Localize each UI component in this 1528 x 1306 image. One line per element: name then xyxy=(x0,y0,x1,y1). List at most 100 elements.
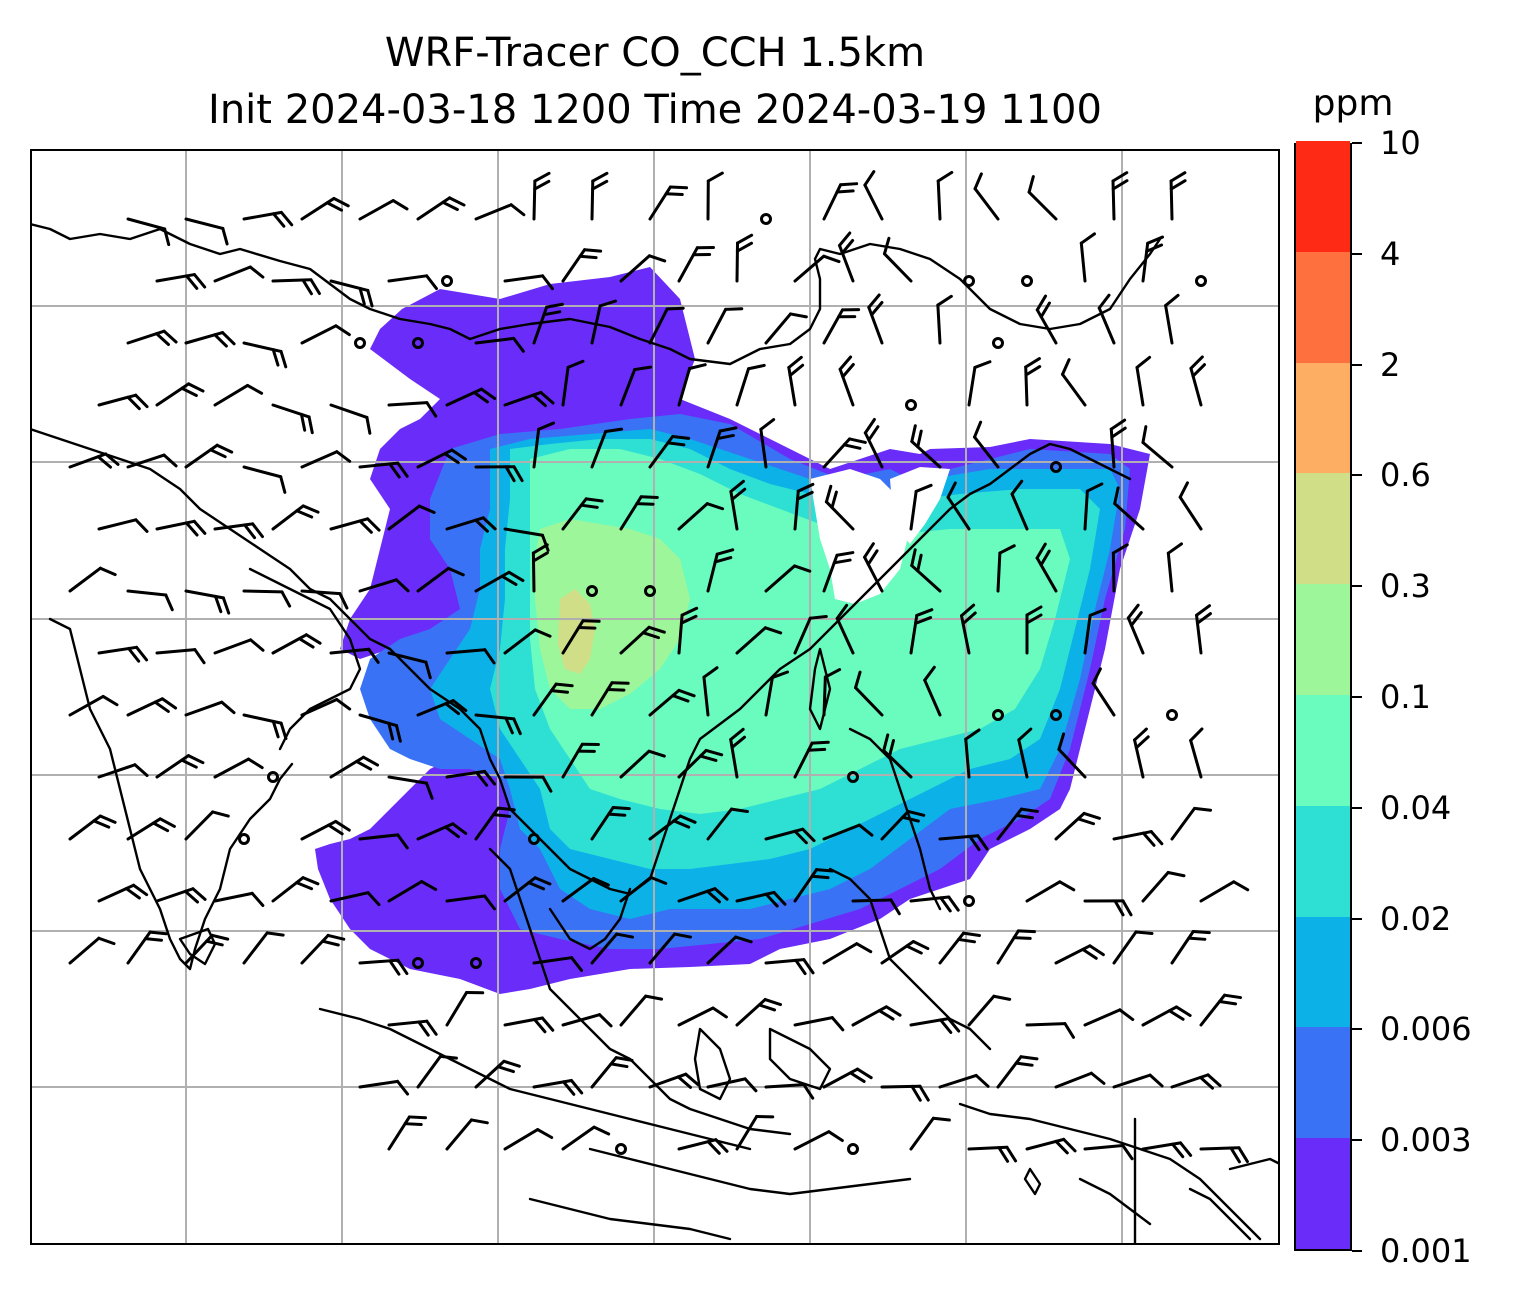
wind-barb xyxy=(619,875,668,903)
wind-barb-staff xyxy=(590,430,608,469)
wind-barb-staff xyxy=(300,196,336,221)
wind-barb xyxy=(880,1084,930,1102)
wind-barb-flag xyxy=(584,497,604,503)
wind-barb-flag xyxy=(301,504,320,514)
wind-barb-flag xyxy=(1166,871,1186,878)
wind-barb xyxy=(68,814,117,841)
wind-barb-staff xyxy=(68,566,102,593)
wind-barb xyxy=(242,589,292,608)
wind-barb-flag xyxy=(540,1016,555,1032)
wind-barb-flag xyxy=(827,1130,844,1143)
wind-barb-flag xyxy=(946,1017,961,1033)
wind-barb-flag xyxy=(334,819,351,832)
wind-barb-staff xyxy=(677,366,692,407)
wind-barb-staff xyxy=(1112,930,1138,965)
wind-barb-flag xyxy=(576,749,596,753)
wind-barb-staff xyxy=(416,566,451,593)
wind-barb-staff xyxy=(1083,1144,1125,1151)
wind-barb-flag xyxy=(366,288,374,308)
wind-barb xyxy=(909,1116,951,1151)
wind-barb xyxy=(358,958,409,976)
wind-barb xyxy=(996,1055,1039,1089)
wind-barb xyxy=(445,387,497,407)
wind-barb-staff xyxy=(702,675,710,717)
wind-barb-flag xyxy=(1135,355,1152,369)
wind-barb-flag xyxy=(735,241,754,253)
wind-barb-flag xyxy=(1019,807,1039,813)
wind-barb-flag xyxy=(533,179,551,191)
wind-barb-flag xyxy=(101,694,119,707)
wind-barb-flag xyxy=(104,452,120,466)
coastline-segment xyxy=(1078,1177,1152,1226)
wind-barb xyxy=(822,823,874,841)
wind-barb-flag xyxy=(802,1083,815,1100)
wind-barb-staff xyxy=(1079,241,1087,283)
wind-barb-flag xyxy=(882,236,891,256)
wind-barb xyxy=(445,894,496,911)
wind-barb-flag xyxy=(906,809,926,817)
wind-barb xyxy=(184,700,236,717)
wind-barb-flag xyxy=(480,387,497,401)
wind-barb-flag xyxy=(1121,1144,1134,1161)
wind-barb xyxy=(1141,425,1174,469)
wind-barb xyxy=(838,231,855,283)
wind-barb-flag xyxy=(591,179,609,191)
wind-barb-staff xyxy=(1111,179,1116,221)
wind-barb-flag xyxy=(96,455,112,469)
colorbar-tick xyxy=(1352,696,1362,698)
wind-barb-flag xyxy=(1146,235,1165,245)
wind-barb-calm xyxy=(905,399,917,411)
wind-barb xyxy=(503,527,550,552)
wind-barb-flag xyxy=(916,553,923,573)
wind-barb-flag xyxy=(680,606,699,617)
wind-barb-calm xyxy=(992,709,1004,721)
wind-barb-staff xyxy=(1054,1071,1093,1089)
wind-barb-flag xyxy=(1039,301,1051,319)
wind-barb-flag xyxy=(1134,930,1154,936)
wind-barb-flag xyxy=(842,443,862,450)
wind-barb-staff xyxy=(271,403,311,419)
wind-barb xyxy=(1054,811,1101,841)
wind-barb xyxy=(619,749,666,779)
wind-barb-flag xyxy=(184,521,199,537)
wind-barb-flag xyxy=(163,227,171,247)
wind-barb-flag xyxy=(647,625,666,634)
wind-barb-calm xyxy=(412,957,424,969)
wind-barb xyxy=(445,769,497,787)
wind-barb-flag xyxy=(483,769,497,786)
wind-barb xyxy=(619,994,664,1027)
wind-barb xyxy=(648,814,697,841)
wind-barb-flag xyxy=(1111,543,1129,555)
colorbar-tick-label: 0.02 xyxy=(1380,899,1452,938)
wind-barb-staff xyxy=(416,1054,442,1089)
wind-barb xyxy=(996,807,1039,841)
wind-barb xyxy=(387,880,438,903)
wind-barb-staff xyxy=(184,589,225,600)
wind-barb-flag xyxy=(531,543,549,555)
wind-barb-flag xyxy=(297,637,315,649)
wind-barb xyxy=(329,279,374,308)
wind-barb-flag xyxy=(335,450,352,463)
wind-barb-staff xyxy=(1135,365,1145,407)
wind-barb xyxy=(1097,293,1116,345)
wind-barb-flag xyxy=(417,504,436,514)
coastline-segment xyxy=(808,647,832,731)
wind-barb-flag xyxy=(570,956,584,972)
wind-barb-staff xyxy=(1027,190,1058,221)
wind-barb-flag xyxy=(396,1079,410,1096)
wind-barb-flag xyxy=(1017,727,1033,742)
colorbar-tick xyxy=(1352,142,1362,144)
wind-barb-flag xyxy=(1039,549,1051,567)
wind-barb xyxy=(793,254,841,283)
wind-barb-staff xyxy=(126,930,152,965)
wind-barb-calm xyxy=(354,337,366,349)
wind-barb-staff xyxy=(1199,993,1227,1027)
wind-barb-flag xyxy=(796,482,815,493)
wind-barb xyxy=(213,383,264,407)
wind-barb-staff xyxy=(1025,880,1062,903)
wind-barb-flag xyxy=(639,495,659,499)
wind-barb xyxy=(735,998,783,1027)
wind-barb-flag xyxy=(746,363,766,371)
wind-barb xyxy=(184,443,234,469)
wind-barb xyxy=(1054,1071,1106,1089)
